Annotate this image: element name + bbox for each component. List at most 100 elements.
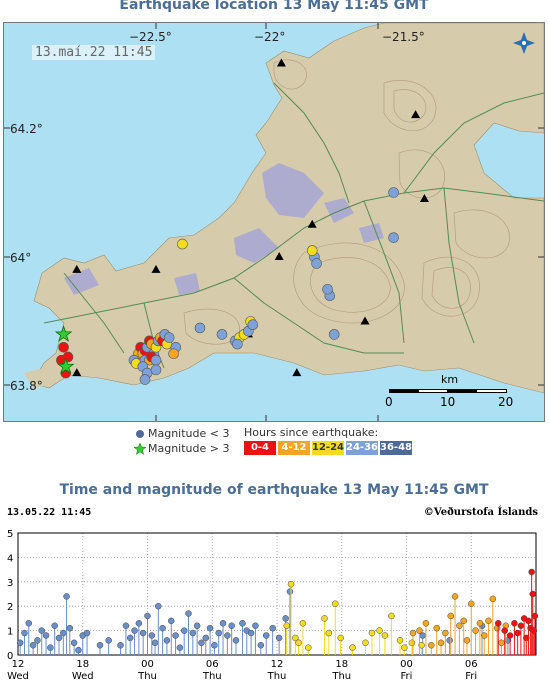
quake-point[interactable] (362, 639, 369, 647)
quake-point[interactable] (325, 629, 333, 637)
quake-point[interactable] (193, 622, 201, 629)
quake-point[interactable] (16, 639, 24, 647)
quake-point[interactable] (442, 629, 449, 637)
quake-point[interactable] (211, 641, 218, 649)
quake-point[interactable] (437, 639, 445, 647)
quake-point[interactable] (530, 627, 538, 634)
map-canvas[interactable]: −22.5° −22° −21.5° 64.2° 64° 63.8° km 0 … (4, 23, 544, 421)
quake-marker[interactable] (216, 329, 228, 340)
quake-point[interactable] (528, 568, 535, 576)
quake-point[interactable] (282, 615, 289, 622)
quake-point[interactable] (472, 627, 479, 634)
quake-point[interactable] (70, 639, 78, 647)
quake-marker[interactable] (58, 341, 69, 353)
quake-point[interactable] (480, 632, 488, 639)
quake-point[interactable] (21, 629, 28, 637)
quake-point[interactable] (305, 644, 312, 651)
quake-point[interactable] (292, 634, 299, 642)
quake-point[interactable] (206, 624, 214, 632)
quake-point[interactable] (167, 617, 175, 625)
quake-point[interactable] (286, 588, 294, 595)
quake-point[interactable] (396, 637, 404, 644)
quake-point[interactable] (460, 617, 467, 625)
quake-point[interactable] (506, 632, 514, 639)
quake-marker[interactable] (177, 238, 188, 250)
quake-point[interactable] (96, 641, 104, 649)
quake-point[interactable] (531, 612, 539, 620)
quake-point[interactable] (51, 622, 58, 629)
quake-point[interactable] (176, 644, 184, 651)
quake-point[interactable] (38, 627, 45, 634)
quake-point[interactable] (155, 602, 162, 610)
quake-point[interactable] (447, 612, 454, 620)
quake-point[interactable] (148, 632, 156, 639)
quake-marker[interactable] (168, 348, 179, 360)
quake-point[interactable] (388, 612, 395, 620)
quake-point[interactable] (139, 629, 147, 637)
quake-point[interactable] (422, 620, 430, 627)
large-quake-star[interactable] (54, 325, 73, 342)
quake-point[interactable] (66, 624, 74, 632)
quake-point[interactable] (122, 622, 130, 629)
quake-point[interactable] (489, 595, 497, 603)
quake-point[interactable] (262, 632, 270, 639)
quake-point[interactable] (511, 620, 518, 627)
quake-point[interactable] (416, 627, 423, 634)
quake-marker[interactable] (322, 283, 333, 295)
quake-point[interactable] (409, 629, 417, 637)
quake-point[interactable] (159, 624, 166, 632)
quake-marker[interactable] (194, 322, 206, 334)
quake-point[interactable] (401, 644, 408, 651)
quake-point[interactable] (299, 620, 307, 627)
quake-marker[interactable] (328, 329, 340, 340)
quake-point[interactable] (446, 637, 453, 644)
quake-point[interactable] (144, 612, 151, 620)
quake-point[interactable] (75, 646, 82, 654)
quake-point[interactable] (185, 610, 192, 617)
quake-point[interactable] (368, 629, 376, 637)
quake-point[interactable] (283, 622, 290, 629)
quake-marker[interactable] (311, 258, 322, 269)
quake-point[interactable] (163, 637, 171, 644)
quake-marker[interactable] (306, 245, 318, 256)
quake-point[interactable] (117, 641, 124, 649)
quake-point[interactable] (517, 622, 525, 629)
quake-point[interactable] (525, 617, 532, 625)
quake-marker[interactable] (150, 364, 162, 376)
quake-marker[interactable] (388, 187, 399, 198)
quake-point[interactable] (476, 620, 484, 627)
quake-point[interactable] (29, 641, 37, 649)
quake-point[interactable] (337, 634, 344, 642)
quake-point[interactable] (247, 629, 255, 637)
quake-point[interactable] (376, 627, 383, 634)
quake-point[interactable] (257, 641, 265, 649)
quake-point[interactable] (219, 620, 227, 627)
quake-point[interactable] (523, 634, 530, 642)
quake-point[interactable] (514, 629, 521, 637)
quake-point[interactable] (42, 632, 50, 639)
quake-point[interactable] (215, 629, 222, 637)
quake-point[interactable] (202, 634, 210, 642)
quake-point[interactable] (180, 627, 188, 634)
quake-point[interactable] (468, 600, 475, 608)
quake-point[interactable] (456, 622, 463, 629)
quake-point[interactable] (381, 632, 389, 639)
quake-point[interactable] (25, 620, 33, 627)
quake-point[interactable] (332, 600, 339, 608)
earthquake-map[interactable]: −22.5° −22° −21.5° 64.2° 64° 63.8° km 0 … (3, 22, 545, 422)
quake-marker[interactable] (247, 319, 259, 331)
quake-marker[interactable] (62, 351, 74, 363)
quake-point[interactable] (224, 632, 231, 639)
quake-point[interactable] (451, 593, 459, 600)
quake-point[interactable] (126, 634, 134, 642)
quake-marker[interactable] (150, 354, 162, 366)
quake-point[interactable] (295, 639, 302, 647)
quake-point[interactable] (408, 639, 416, 647)
quake-point[interactable] (418, 641, 425, 649)
quake-point[interactable] (349, 644, 356, 651)
quake-point[interactable] (189, 629, 197, 637)
quake-marker[interactable] (388, 232, 399, 243)
quake-point[interactable] (428, 641, 435, 649)
quake-point[interactable] (287, 580, 295, 588)
quake-point[interactable] (47, 644, 54, 651)
